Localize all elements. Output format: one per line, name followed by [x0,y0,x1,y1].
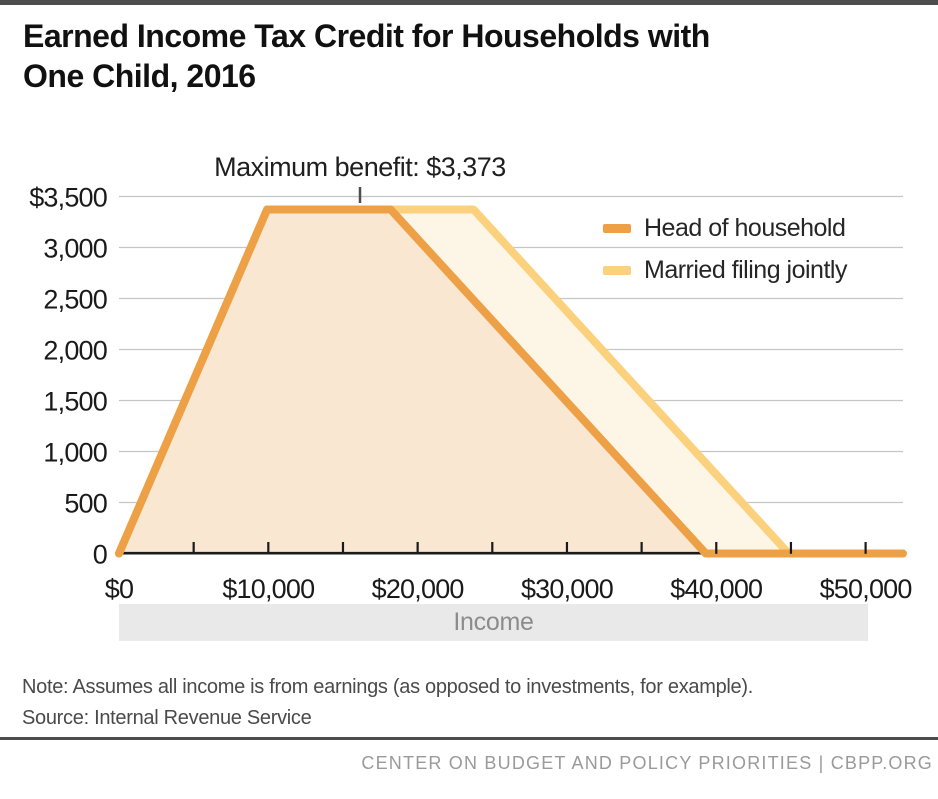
x-axis-tick-label: $20,000 [372,574,464,604]
legend-swatch-married-filing-jointly [603,265,631,275]
legend-label: Head of household [644,213,846,242]
max-benefit-annotation: Maximum benefit: $3,373 [214,152,506,182]
x-axis-tick-label: $50,000 [820,574,912,604]
y-axis-tick-label: 500 [64,489,107,519]
x-axis-label-band: Income [119,604,868,641]
x-axis-tick-label: $10,000 [222,574,314,604]
page-title-line2: One Child, 2016 [23,58,256,94]
y-axis-tick-label: 1,000 [43,438,107,468]
legend-item-head-of-household: Head of household [603,211,847,245]
footer-credit: CENTER ON BUDGET AND POLICY PRIORITIES |… [361,753,933,773]
page-title-line1: Earned Income Tax Credit for Households … [23,18,710,54]
y-axis-tick-label: $3,500 [29,183,107,213]
legend: Head of household Married filing jointly [603,211,847,287]
legend-item-married-filing-jointly: Married filing jointly [603,253,847,287]
y-axis-tick-label: 3,000 [43,234,107,264]
note-text: Note: Assumes all income is from earning… [22,676,753,698]
legend-label: Married filing jointly [644,255,847,284]
y-axis-tick-label: 1,500 [43,387,107,417]
y-axis-tick-label: 2,500 [43,285,107,315]
x-axis-label: Income [453,608,534,636]
top-accent-bar [0,0,938,5]
y-axis-tick-label: 0 [93,540,107,570]
source-text: Source: Internal Revenue Service [22,707,312,729]
x-axis-tick-label: $0 [105,574,133,604]
legend-swatch-head-of-household [603,223,631,233]
x-axis-tick-label: $30,000 [521,574,613,604]
footer-divider [0,737,938,740]
x-axis-tick-label: $40,000 [670,574,762,604]
page-title: Earned Income Tax Credit for Households … [23,16,710,96]
series-line-head-of-household [115,205,907,558]
series-fill-head-of-household [119,209,903,554]
y-axis-tick-label: 2,000 [43,336,107,366]
